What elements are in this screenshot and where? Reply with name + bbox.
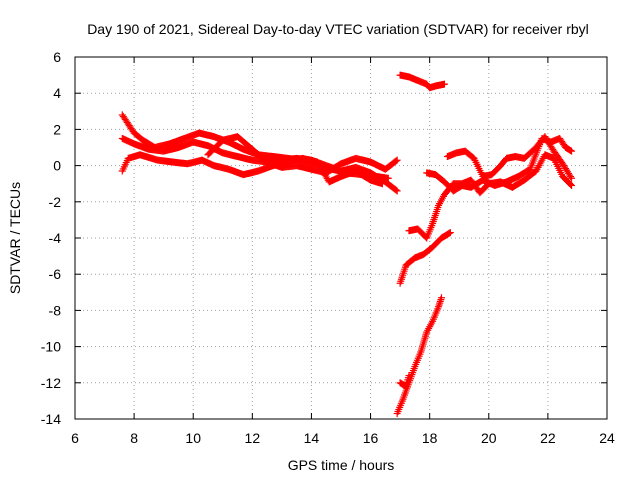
y-tick-label: 2 bbox=[53, 121, 61, 137]
y-tick-label: -14 bbox=[41, 411, 61, 427]
data-points bbox=[118, 71, 576, 418]
series-track-d bbox=[204, 133, 401, 177]
data-point bbox=[568, 147, 576, 155]
plot-frame bbox=[74, 56, 608, 420]
data-point bbox=[392, 186, 400, 194]
x-tick-label: 16 bbox=[363, 430, 379, 446]
series-track-g bbox=[405, 151, 576, 242]
y-tick-label: -2 bbox=[49, 194, 62, 210]
data-point bbox=[445, 229, 453, 237]
series-track-f bbox=[396, 229, 454, 287]
data-point bbox=[567, 147, 575, 155]
y-tick-label: 0 bbox=[53, 158, 61, 174]
x-tick-label: 22 bbox=[540, 430, 556, 446]
data-point bbox=[384, 174, 392, 182]
x-tick-label: 12 bbox=[245, 430, 261, 446]
data-point bbox=[393, 187, 401, 195]
x-tick-label: 14 bbox=[304, 430, 320, 446]
data-point bbox=[567, 181, 575, 189]
x-tick-label: 10 bbox=[185, 430, 201, 446]
data-point bbox=[446, 229, 454, 237]
grid-lines bbox=[75, 57, 607, 419]
data-point bbox=[378, 180, 386, 188]
y-axis-title: SDTVAR / TECUs bbox=[7, 182, 23, 294]
series-track-k bbox=[393, 294, 445, 418]
data-point bbox=[440, 80, 448, 88]
y-tick-label: 6 bbox=[53, 49, 61, 65]
x-tick-label: 20 bbox=[481, 430, 497, 446]
x-tick-label: 8 bbox=[130, 430, 138, 446]
y-tick-label: -10 bbox=[41, 339, 61, 355]
y-tick-label: -4 bbox=[49, 230, 62, 246]
data-point bbox=[393, 156, 401, 164]
x-tick-label: 18 bbox=[422, 430, 438, 446]
y-tick-label: -12 bbox=[41, 375, 61, 391]
chart-title: Day 190 of 2021, Sidereal Day-to-day VTE… bbox=[87, 21, 589, 37]
data-point bbox=[568, 174, 576, 182]
x-tick-label: 6 bbox=[71, 430, 79, 446]
y-tick-label: -8 bbox=[49, 302, 62, 318]
x-axis-title: GPS time / hours bbox=[288, 457, 395, 473]
y-tick-label: 4 bbox=[53, 85, 61, 101]
data-point bbox=[568, 182, 576, 190]
y-tick-label: -6 bbox=[49, 266, 62, 282]
data-point bbox=[392, 157, 400, 165]
x-tick-label: 24 bbox=[599, 430, 615, 446]
data-point bbox=[437, 294, 445, 302]
series-track-b bbox=[118, 134, 401, 195]
series-track-i bbox=[443, 133, 576, 182]
series-track-e bbox=[396, 71, 448, 92]
data-point bbox=[567, 173, 575, 181]
